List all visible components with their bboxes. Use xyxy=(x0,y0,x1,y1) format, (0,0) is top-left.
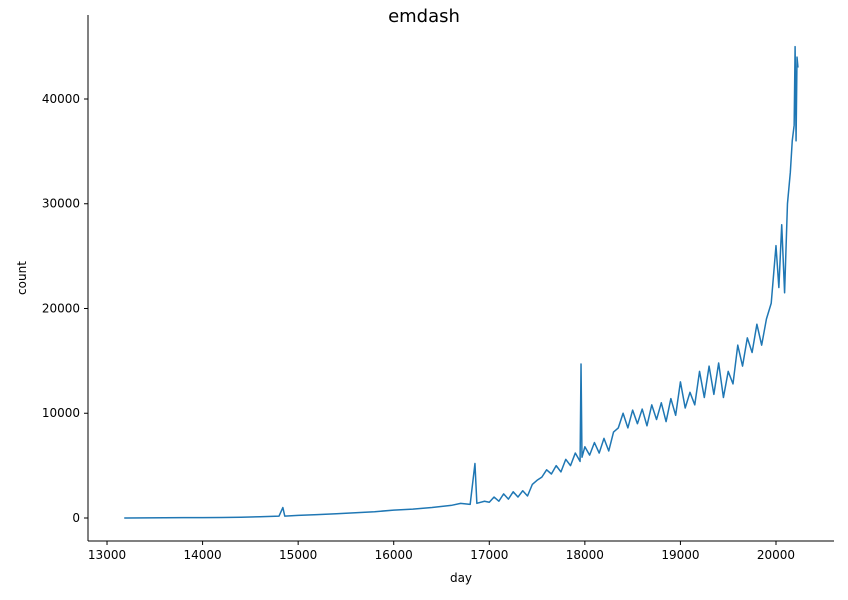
x-tick-label: 14000 xyxy=(183,548,221,562)
x-tick-label: 17000 xyxy=(470,548,508,562)
x-tick-label: 13000 xyxy=(88,548,126,562)
x-tick-label: 19000 xyxy=(661,548,699,562)
y-axis-label: count xyxy=(15,261,29,295)
y-tick-label: 0 xyxy=(72,511,80,525)
x-tick-label: 20000 xyxy=(757,548,795,562)
x-tick-label: 18000 xyxy=(566,548,604,562)
x-tick-label: 15000 xyxy=(279,548,317,562)
data-line xyxy=(124,45,799,519)
x-axis-label: day xyxy=(450,571,472,585)
y-tick-label: 10000 xyxy=(42,406,80,420)
x-tick-label: 16000 xyxy=(375,548,413,562)
y-tick-label: 30000 xyxy=(42,197,80,211)
y-tick-label: 40000 xyxy=(42,92,80,106)
y-tick-label: 20000 xyxy=(42,301,80,315)
chart-title: emdash xyxy=(388,6,460,27)
